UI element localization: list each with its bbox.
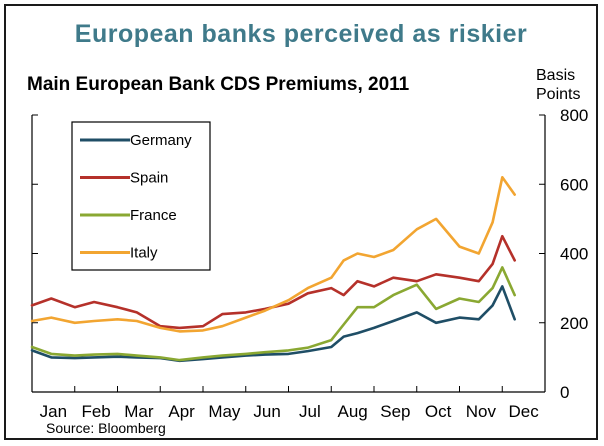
y-axis-label: Basis Points [536, 67, 581, 103]
x-tick-label: Oct [425, 402, 452, 421]
x-tick-label: Apr [168, 402, 195, 421]
legend-label-germany: Germany [130, 132, 192, 149]
x-tick-label: Nov [466, 402, 497, 421]
x-tick-label: Jun [253, 402, 280, 421]
chart-title: Main European Bank CDS Premiums, 2011 [27, 74, 410, 95]
y-tick-label: 800 [560, 106, 588, 125]
x-tick-label: Dec [509, 402, 540, 421]
y-tick-label: 0 [560, 383, 569, 402]
y-tick-label: 600 [560, 175, 588, 194]
series-line-france [30, 266, 517, 362]
series-line-spain [30, 234, 517, 330]
x-tick-label: Jul [299, 402, 321, 421]
x-tick-label: Feb [81, 402, 110, 421]
series-line-germany [30, 285, 517, 363]
legend-label-italy: Italy [130, 245, 158, 262]
header-title: European banks perceived as riskier [74, 20, 528, 48]
series-line-italy [30, 176, 517, 333]
y-tick-label: 200 [560, 314, 588, 333]
legend-label-spain: Spain [130, 170, 168, 187]
source-note: Source: Bloomberg [46, 420, 166, 436]
x-tick-label: Sep [380, 402, 410, 421]
x-tick-label: May [208, 402, 241, 421]
x-tick-label: Jan [40, 402, 67, 421]
legend-box [71, 121, 211, 271]
x-tick-label: Aug [338, 402, 368, 421]
x-tick-label: Mar [124, 402, 154, 421]
y-tick-label: 400 [560, 245, 588, 264]
legend-label-france: France [130, 207, 177, 224]
